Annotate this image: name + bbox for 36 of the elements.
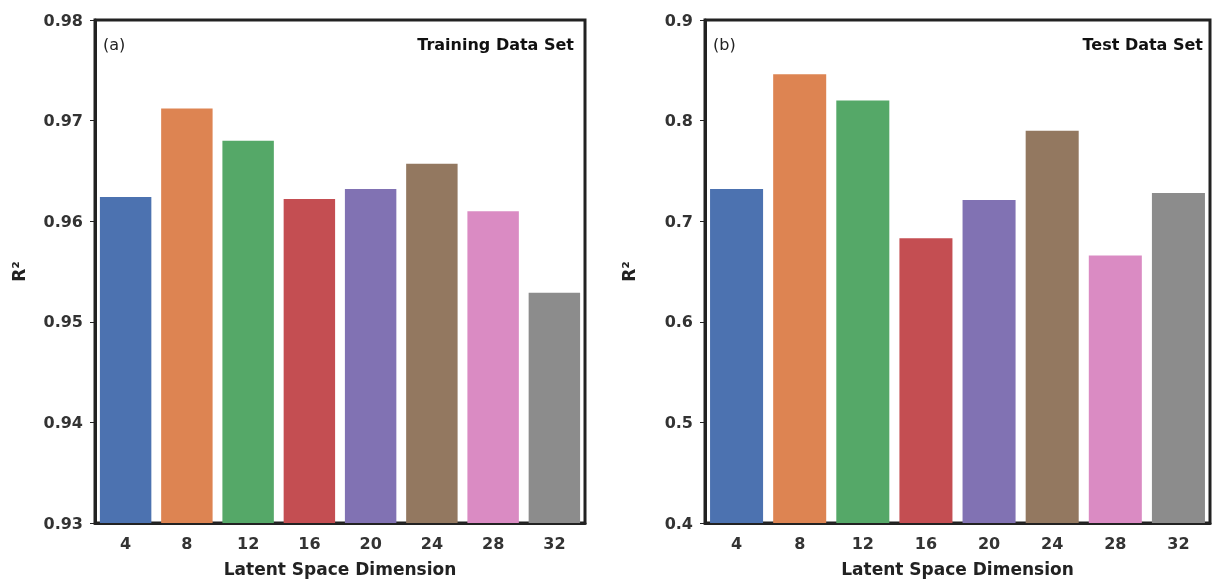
- x-tick-label: 28: [1104, 533, 1127, 553]
- x-tick-label: 28: [481, 533, 505, 553]
- y-tick-label: 0.8: [664, 111, 693, 131]
- x-tick-label: 24: [1041, 533, 1064, 553]
- y-tick-label: 0.96: [43, 211, 83, 231]
- annotation: (a): [103, 34, 126, 54]
- x-tick-label: 12: [851, 533, 874, 553]
- x-axis-title: Latent Space Dimension: [223, 558, 457, 579]
- annotation: (b): [713, 34, 736, 54]
- y-tick-label: 0.7: [664, 211, 693, 231]
- x-tick-label: 16: [914, 533, 938, 553]
- y-tick-label: 0.9: [664, 10, 693, 30]
- x-tick-label: 32: [1167, 533, 1190, 553]
- annotation: Training Data Set: [417, 34, 575, 54]
- y-axis-title: R²: [618, 261, 639, 282]
- x-tick-label: 20: [977, 533, 1001, 553]
- x-tick-label: 24: [420, 533, 444, 553]
- x-tick-label: 4: [730, 533, 743, 553]
- x-tick-label: 20: [359, 533, 382, 553]
- x-tick-label: 16: [298, 533, 321, 553]
- x-tick-label: 12: [236, 533, 260, 553]
- y-tick-label: 0.94: [43, 412, 83, 432]
- y-tick-label: 0.4: [664, 513, 693, 533]
- y-axis-title: R²: [8, 261, 29, 282]
- y-tick-label: 0.5: [664, 412, 693, 432]
- y-tick-label: 0.95: [43, 312, 83, 332]
- x-tick-label: 32: [543, 533, 566, 553]
- y-tick-label: 0.6: [664, 312, 693, 332]
- y-tick-label: 0.98: [43, 10, 83, 30]
- x-tick-label: 8: [181, 533, 193, 553]
- annotation: Test Data Set: [1082, 34, 1204, 54]
- x-tick-label: 4: [120, 533, 132, 553]
- y-tick-label: 0.93: [43, 513, 83, 533]
- x-tick-label: 8: [794, 533, 806, 553]
- x-axis-title: Latent Space Dimension: [841, 558, 1074, 579]
- y-tick-label: 0.97: [43, 111, 83, 131]
